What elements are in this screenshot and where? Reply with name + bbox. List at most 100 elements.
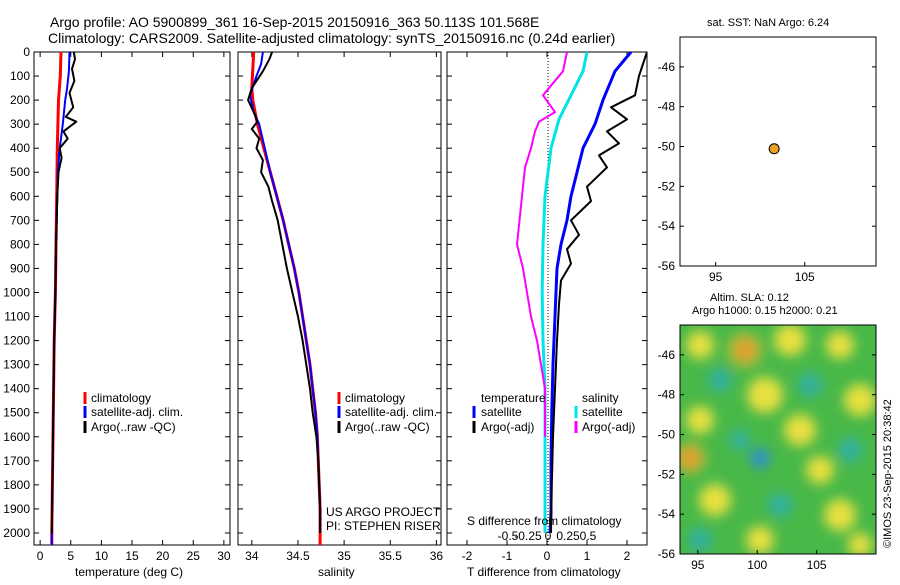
- salinity-argo-raw-qc-line: [247, 52, 322, 533]
- depth-tick-label: 900: [10, 261, 30, 275]
- difference-salinity-argo-adj-line: [516, 52, 568, 437]
- legend-label-climatology: climatology: [91, 391, 151, 405]
- legend-label-satellite: satellite-adj. clim.: [345, 405, 437, 419]
- salinity-climatology-line: [250, 52, 322, 545]
- legend-label-climatology: climatology: [345, 391, 405, 405]
- x-tick-label: 15: [125, 549, 139, 563]
- x-tick-label: 5: [67, 549, 74, 563]
- sla-heatmap: [680, 325, 876, 554]
- lon-tick-label: 95: [709, 270, 723, 284]
- temperature-argo-raw-qc-line: [50, 52, 78, 534]
- salinity-axes: 34 34.5 35 35.5 36: [238, 51, 444, 563]
- x-tick-label: 30: [217, 549, 231, 563]
- x-tick-label: -2: [462, 549, 473, 563]
- temperature-lines: [50, 52, 78, 545]
- lat-tick-label: -54: [658, 219, 676, 233]
- legend-label-t-argo: Argo(-adj): [481, 420, 534, 434]
- difference-lines: [516, 52, 647, 534]
- salinity-legend: climatology satellite-adj. clim. Argo(..…: [337, 391, 437, 434]
- lat-tick-label: -46: [658, 60, 676, 74]
- difference-temperature-argo-adj-line: [550, 52, 647, 534]
- depth-tick-label: 1700: [3, 454, 30, 468]
- s-diff-tick-label: -0.5: [498, 529, 519, 543]
- depth-tick-label: 1500: [3, 406, 30, 420]
- salinity-panel-frame: [237, 51, 442, 546]
- legend-label-s-satellite: satellite: [582, 405, 623, 419]
- lon-tick-label: 100: [747, 558, 767, 572]
- depth-tick-label: 500: [10, 165, 30, 179]
- sst-map-points: [768, 143, 780, 155]
- depth-tick-label: 400: [10, 141, 30, 155]
- sla-map-frame: [679, 324, 877, 555]
- salinity-xlabel: salinity: [318, 565, 355, 579]
- pi-credit: PI: STEPHEN RISER: [326, 519, 441, 533]
- legend-label-satellite: satellite-adj. clim.: [91, 405, 183, 419]
- sst-map-frame: [679, 36, 877, 267]
- project-credit: US ARGO PROJECT: [326, 505, 441, 519]
- s-diff-tick-label: 0.5: [580, 529, 597, 543]
- x-tick-label: 1: [584, 549, 591, 563]
- legend-title-salinity: salinity: [582, 391, 619, 405]
- depth-tick-label: 100: [10, 69, 30, 83]
- difference-salinity-satellite-line: [540, 52, 589, 533]
- lat-tick-label: -48: [658, 100, 676, 114]
- lat-tick-label: -50: [658, 140, 676, 154]
- x-tick-label: 35.5: [379, 549, 403, 563]
- x-tick-label: 20: [156, 549, 170, 563]
- sla-map-title: Altim. SLA: 0.12: [710, 292, 789, 304]
- depth-tick-label: 1100: [4, 310, 30, 324]
- s-difference-xlabel: S difference from climatology: [467, 514, 622, 528]
- lon-tick-label: 95: [691, 558, 705, 572]
- sla-map-axes: -46 -48 -50 -52 -54 -56 95 100 105: [658, 348, 876, 572]
- depth-tick-label: 1400: [3, 382, 30, 396]
- sst-map-title: sat. SST: NaN Argo: 6.24: [707, 17, 829, 29]
- float-position-marker: [768, 143, 780, 155]
- lat-tick-label: -46: [658, 348, 676, 362]
- legend-label-argo: Argo(..raw -QC): [345, 420, 430, 434]
- lat-tick-label: -54: [658, 507, 676, 521]
- lat-tick-label: -52: [658, 467, 676, 481]
- lon-tick-label: 105: [807, 558, 827, 572]
- temperature-legend: climatology satellite-adj. clim. Argo(..…: [83, 391, 183, 434]
- x-tick-label: -1: [502, 549, 513, 563]
- depth-tick-label: 700: [10, 213, 30, 227]
- depth-tick-label: 600: [10, 189, 30, 203]
- s-diff-tick-label: 0.25: [556, 529, 580, 543]
- figure-title-line1: Argo profile: AO 5900899_361 16-Sep-2015…: [50, 14, 539, 30]
- lon-tick-label: 105: [795, 270, 815, 284]
- x-tick-label: 0: [544, 549, 551, 563]
- depth-tick-label: 800: [10, 237, 30, 251]
- legend-label-t-satellite: satellite: [481, 405, 522, 419]
- depth-tick-label: 0: [23, 45, 30, 59]
- lat-tick-label: -48: [658, 388, 676, 402]
- x-tick-label: 25: [187, 549, 201, 563]
- salinity-lines: [247, 52, 322, 545]
- depth-tick-label: 300: [10, 117, 30, 131]
- depth-tick-label: 1300: [3, 358, 30, 372]
- x-tick-label: 36: [430, 549, 444, 563]
- t-difference-xlabel: T difference from climatology: [467, 565, 621, 579]
- x-tick-label: 0: [37, 549, 44, 563]
- temperature-xlabel: temperature (deg C): [75, 565, 183, 579]
- legend-label-s-argo: Argo(-adj): [582, 420, 635, 434]
- difference-temperature-satellite-line: [548, 52, 633, 534]
- temperature-axes: 0100200300400500600700800900100011001200…: [3, 45, 231, 563]
- difference-legend: temperature salinity satellite Argo(-adj…: [472, 391, 635, 434]
- depth-tick-label: 1000: [3, 285, 30, 299]
- x-tick-label: 34.5: [286, 549, 310, 563]
- depth-tick-label: 1200: [3, 334, 30, 348]
- sst-map-axes: -46 -48 -50 -52 -54 -56 95 105: [658, 60, 876, 284]
- imos-timestamp: ©IMOS 23-Sep-2015 20:38:42: [882, 399, 894, 548]
- depth-tick-label: 200: [10, 93, 30, 107]
- x-tick-label: 10: [95, 549, 109, 563]
- salinity-satellite-adj-clim-line: [249, 52, 322, 533]
- sla-map-subtitle: Argo h1000: 0.15 h2000: 0.21: [692, 305, 838, 317]
- depth-tick-label: 1900: [3, 502, 30, 516]
- s-diff-tick-label: -0.25: [514, 529, 542, 543]
- x-tick-label: 35: [337, 549, 351, 563]
- depth-tick-label: 1600: [3, 430, 30, 444]
- figure-title-line2: Climatology: CARS2009. Satellite-adjuste…: [48, 30, 615, 46]
- x-tick-label: 34: [245, 549, 259, 563]
